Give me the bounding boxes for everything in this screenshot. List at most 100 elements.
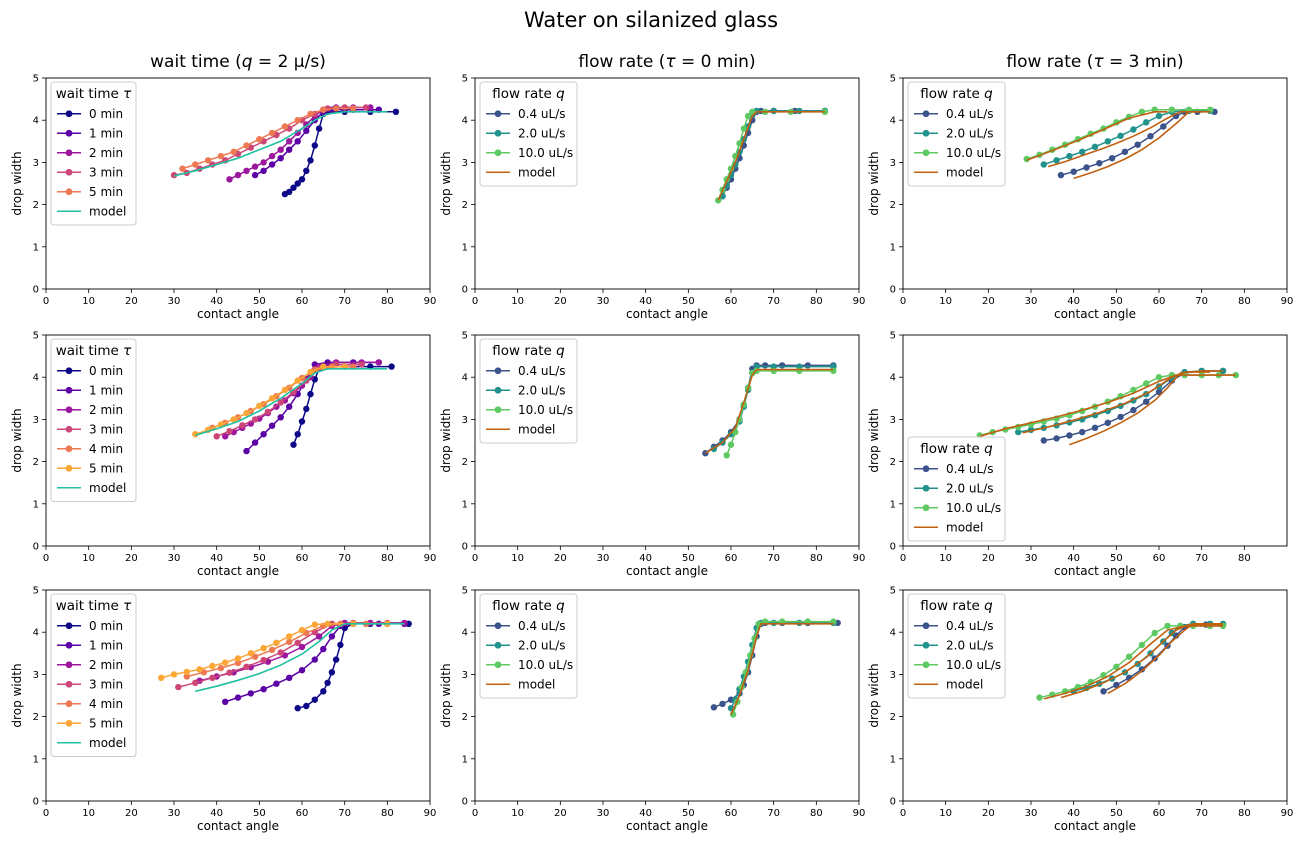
x-tick-label: 70 xyxy=(1195,296,1208,307)
data-point xyxy=(226,176,233,183)
x-tick-label: 90 xyxy=(853,296,866,307)
legend-marker xyxy=(65,110,73,118)
y-axis-label: drop width xyxy=(867,408,881,472)
series-line-4 xyxy=(216,363,362,437)
x-tick-label: 70 xyxy=(767,296,780,307)
data-point xyxy=(1117,413,1124,421)
legend-label: 3 min xyxy=(89,166,123,180)
y-tick-label: 0 xyxy=(462,285,468,296)
x-axis-label: contact angle xyxy=(626,307,708,321)
series-line-4 xyxy=(704,368,834,454)
data-point xyxy=(260,167,267,174)
data-point xyxy=(273,680,280,687)
series-line-5 xyxy=(1047,111,1202,168)
data-point xyxy=(1121,148,1129,155)
y-tick-label: 2 xyxy=(462,457,468,468)
data-point xyxy=(294,180,301,187)
data-point xyxy=(1083,164,1090,171)
data-point xyxy=(196,666,203,673)
data-point xyxy=(294,117,301,124)
data-point xyxy=(324,620,331,627)
data-point xyxy=(286,674,293,681)
data-point xyxy=(315,125,323,132)
legend: wait time τ 0 min 1 min 2 min 3 min 4 min 5 mi… xyxy=(50,593,137,757)
data-point xyxy=(260,159,267,166)
legend-box xyxy=(907,436,1006,542)
x-tick-label: 30 xyxy=(597,808,610,819)
data-point xyxy=(332,656,340,663)
y-tick-label: 4 xyxy=(33,116,39,127)
x-tick-label: 10 xyxy=(511,553,524,564)
data-point xyxy=(298,643,306,651)
data-point xyxy=(243,447,250,455)
y-tick-label: 1 xyxy=(462,754,468,765)
legend-label: 0.4 uL/s xyxy=(946,462,993,476)
data-point xyxy=(230,416,237,423)
y-tick-label: 4 xyxy=(462,116,468,127)
x-tick-label: 90 xyxy=(853,808,866,819)
x-tick-label: 40 xyxy=(210,808,223,819)
series-line-5 xyxy=(1022,371,1211,434)
y-tick-label: 3 xyxy=(890,158,896,169)
data-point xyxy=(796,107,803,115)
data-point xyxy=(286,146,293,153)
data-point xyxy=(307,157,314,164)
data-point xyxy=(192,161,199,168)
data-point xyxy=(277,414,284,421)
data-point xyxy=(729,711,737,718)
data-point xyxy=(251,171,259,179)
data-point xyxy=(1053,435,1060,442)
data-point xyxy=(226,428,233,435)
legend: flow rate q 0.4 uL/s 2.0 uL/s 10.0 uL/s mode… xyxy=(479,593,578,699)
series-line-4 xyxy=(979,374,1236,438)
x-tick-label: 0 xyxy=(900,808,906,819)
x-tick-label: 80 xyxy=(810,808,823,819)
data-point xyxy=(268,422,276,429)
y-axis-label: drop width xyxy=(867,663,881,727)
data-point xyxy=(260,431,267,438)
x-axis-label: contact angle xyxy=(626,564,708,578)
x-tick-label: 0 xyxy=(900,296,906,307)
panel-title: flow rate (τ = 3 min) xyxy=(1006,52,1183,72)
data-point xyxy=(217,664,225,672)
legend-marker xyxy=(494,129,502,137)
legend-box xyxy=(907,593,1006,699)
plot-frame xyxy=(474,334,860,547)
legend-box xyxy=(479,338,578,444)
data-point xyxy=(222,433,229,440)
data-point xyxy=(1155,112,1163,120)
x-tick-label: 20 xyxy=(125,296,138,307)
x-tick-label: 10 xyxy=(82,296,95,307)
series-line-1 xyxy=(1043,370,1223,442)
x-tick-label: 60 xyxy=(1153,808,1166,819)
data-point xyxy=(1113,663,1120,670)
data-point xyxy=(358,361,365,368)
data-point xyxy=(268,646,276,654)
data-point xyxy=(311,621,318,628)
x-axis-label: contact angle xyxy=(1054,819,1136,833)
legend-label: 10.0 uL/s xyxy=(946,501,1001,515)
legend-label: 2 min xyxy=(89,146,123,160)
data-point xyxy=(1100,672,1107,679)
data-point xyxy=(1130,386,1137,394)
legend-label: 1 min xyxy=(89,384,123,398)
data-point xyxy=(222,698,229,705)
legend-label: 0.4 uL/s xyxy=(518,107,565,121)
y-tick-label: 2 xyxy=(890,712,896,723)
data-point xyxy=(213,433,220,440)
data-point xyxy=(247,650,254,657)
x-tick-label: 50 xyxy=(1110,553,1123,564)
y-tick-label: 2 xyxy=(33,200,39,211)
data-point xyxy=(239,422,246,429)
data-point xyxy=(1138,108,1146,116)
y-tick-label: 1 xyxy=(33,754,39,765)
y-tick-label: 0 xyxy=(462,542,468,553)
data-point xyxy=(273,639,280,646)
data-point xyxy=(294,377,301,384)
x-axis-label: contact angle xyxy=(197,307,279,321)
legend-marker xyxy=(494,149,502,157)
y-tick-label: 1 xyxy=(890,242,896,253)
x-tick-label: 70 xyxy=(1195,553,1208,564)
legend-label: 5 min xyxy=(89,717,123,731)
series-line-6 xyxy=(1107,622,1223,695)
